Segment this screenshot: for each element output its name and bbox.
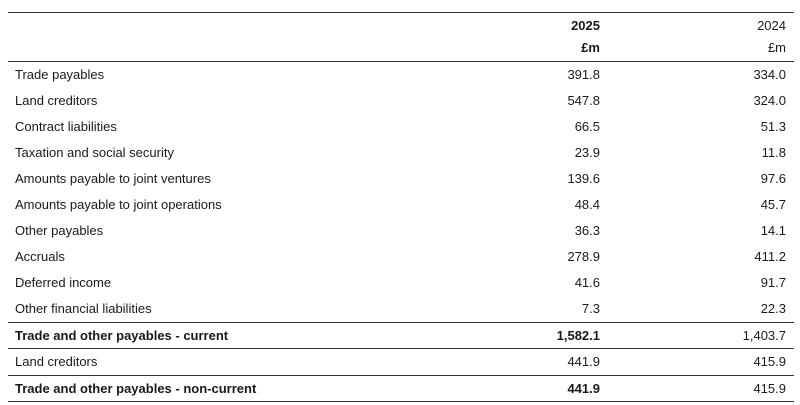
value-2025: 66.5 [574, 119, 600, 134]
value-2024: 14.1 [760, 223, 786, 238]
total-current-row: Trade and other payables - current 1,582… [8, 322, 794, 349]
row-label: Amounts payable to joint ventures [15, 171, 211, 186]
row-label: Other financial liabilities [15, 301, 152, 316]
row-label: Deferred income [15, 275, 112, 290]
value-2024: 11.8 [761, 145, 786, 160]
payables-table: 2025 £m 2024 £m Trade payables 391.8 334… [8, 12, 794, 402]
row-label: Amounts payable to joint operations [15, 197, 222, 212]
total-noncurrent-label: Trade and other payables - non-current [15, 381, 257, 396]
value-2024: 91.7 [760, 275, 786, 290]
value-2025: 41.6 [574, 275, 600, 290]
row-label: Taxation and social security [15, 145, 174, 160]
value-2024: 51.3 [760, 119, 786, 134]
column-2024-unit: £m [767, 40, 786, 55]
table-row: Deferred income 41.6 91.7 [8, 270, 794, 296]
value-2024: 97.6 [760, 171, 786, 186]
column-2025-unit: £m [581, 40, 600, 55]
value-2024: 45.7 [760, 197, 786, 212]
value-2025: 139.6 [567, 171, 600, 186]
value-2025: 23.9 [574, 145, 600, 160]
value-2025: 441.9 [567, 354, 600, 369]
table-header: 2025 £m 2024 £m [8, 12, 794, 62]
value-2024: 22.3 [760, 301, 786, 316]
table-row: Other payables 36.3 14.1 [8, 218, 794, 244]
table-row: Amounts payable to joint ventures 139.6 … [8, 166, 794, 192]
table-row: Accruals 278.9 411.2 [8, 244, 794, 270]
total-current-2024: 1,403.7 [742, 328, 786, 343]
value-2025: 391.8 [567, 67, 600, 82]
row-label: Contract liabilities [15, 119, 117, 134]
value-2025: 547.8 [567, 93, 600, 108]
column-2024-header: 2024 £m [757, 15, 786, 59]
value-2024: 415.9 [753, 354, 786, 369]
total-current-label: Trade and other payables - current [15, 328, 229, 343]
table-row: Amounts payable to joint operations 48.4… [8, 192, 794, 218]
row-label: Other payables [15, 223, 104, 238]
row-label: Land creditors [15, 354, 98, 369]
value-2025: 278.9 [567, 249, 600, 264]
value-2024: 334.0 [753, 67, 786, 82]
value-2024: 324.0 [753, 93, 786, 108]
value-2024: 411.2 [754, 249, 786, 264]
value-2025: 36.3 [574, 223, 600, 238]
table-row: Trade payables 391.8 334.0 [8, 62, 794, 88]
table-row: Land creditors 547.8 324.0 [8, 88, 794, 114]
column-2024-year: 2024 [757, 18, 786, 33]
column-2025-year: 2025 [571, 18, 600, 33]
total-noncurrent-2025: 441.9 [567, 381, 600, 396]
row-label: Accruals [15, 249, 65, 264]
table-row: Other financial liabilities 7.3 22.3 [8, 296, 794, 322]
total-noncurrent-2024: 415.9 [753, 381, 786, 396]
noncurrent-row: Land creditors 441.9 415.9 [8, 349, 794, 375]
table-row: Contract liabilities 66.5 51.3 [8, 114, 794, 140]
total-current-2025: 1,582.1 [556, 328, 600, 343]
value-2025: 48.4 [574, 197, 600, 212]
value-2025: 7.3 [581, 301, 600, 316]
table-row: Taxation and social security 23.9 11.8 [8, 140, 794, 166]
total-noncurrent-row: Trade and other payables - non-current 4… [8, 375, 794, 402]
row-label: Land creditors [15, 93, 98, 108]
row-label: Trade payables [15, 67, 105, 82]
column-2025-header: 2025 £m [571, 15, 600, 59]
